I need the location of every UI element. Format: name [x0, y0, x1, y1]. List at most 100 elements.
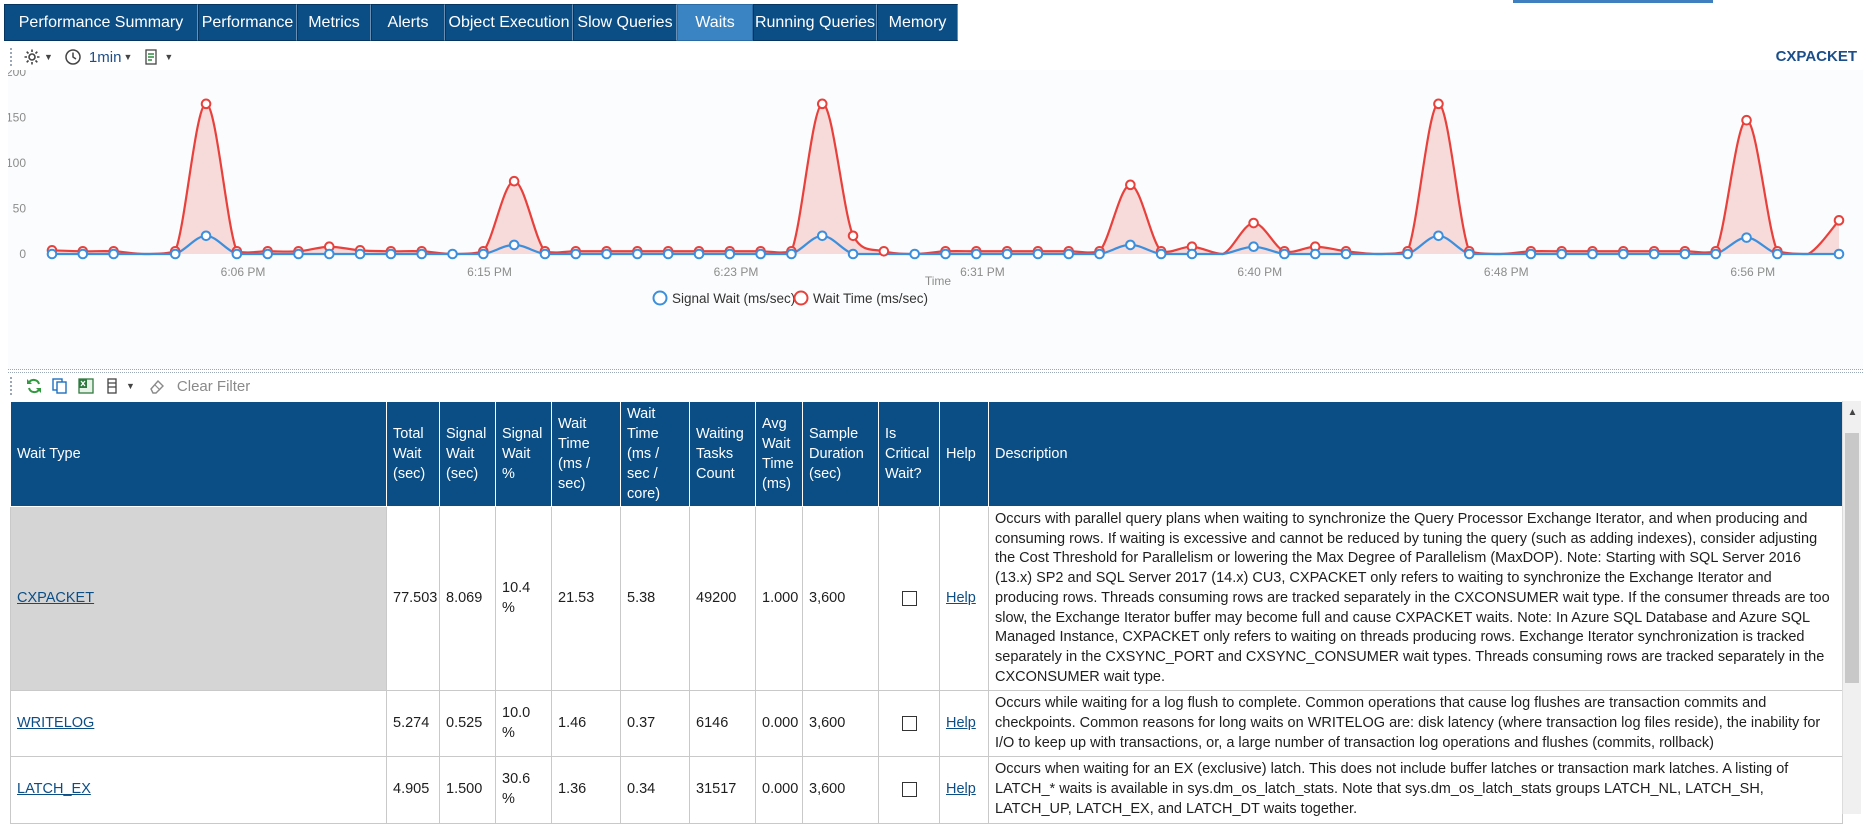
signal-wait-point[interactable]: [1186, 248, 1198, 260]
signal-wait-point[interactable]: [601, 248, 612, 260]
wait-type-cell[interactable]: CXPACKET: [10, 505, 387, 692]
signal-wait-point[interactable]: [724, 248, 736, 260]
excel-icon[interactable]: [76, 376, 96, 396]
wait-time-point[interactable]: [816, 98, 828, 110]
signal-wait-point[interactable]: [1094, 248, 1105, 260]
signal-wait-point[interactable]: [1463, 248, 1475, 260]
tab-slow-queries[interactable]: Slow Queries: [573, 4, 677, 41]
signal-wait-point[interactable]: [632, 248, 643, 260]
signal-wait-point[interactable]: [508, 239, 520, 251]
table-row[interactable]: CXPACKET 77.503 8.069 10.4 % 21.53 5.38 49200 1…: [10, 505, 1843, 692]
wait-time-point[interactable]: [1741, 114, 1752, 126]
wait-type-cell[interactable]: LATCH_EX: [10, 756, 387, 824]
signal-wait-point[interactable]: [909, 248, 920, 260]
wait-time-point[interactable]: [1248, 217, 1259, 229]
tab-object-execution[interactable]: Object Execution: [445, 4, 573, 41]
critical-checkbox[interactable]: [901, 716, 917, 732]
column-header-is-critical-wait[interactable]: Is Critical Wait?: [878, 401, 940, 507]
signal-wait-point[interactable]: [539, 248, 551, 260]
signal-wait-point[interactable]: [1525, 248, 1537, 260]
signal-wait-point[interactable]: [354, 248, 366, 260]
signal-wait-point[interactable]: [1618, 248, 1629, 260]
legend-signal-wait-marker[interactable]: [652, 290, 668, 306]
signal-wait-point[interactable]: [231, 248, 243, 260]
signal-wait-point[interactable]: [1063, 248, 1075, 260]
legend-signal-wait[interactable]: Signal Wait (ms/sec): [672, 291, 795, 306]
column-header-total-wait-sec[interactable]: Total Wait (sec): [386, 401, 440, 507]
signal-wait-point[interactable]: [570, 248, 582, 260]
signal-wait-point[interactable]: [385, 248, 397, 260]
interval-dropdown-caret[interactable]: ▼: [123, 52, 133, 62]
signal-wait-point[interactable]: [662, 248, 674, 260]
wait-type-cell[interactable]: WRITELOG: [10, 690, 387, 758]
wait-time-point[interactable]: [847, 230, 859, 242]
signal-wait-point[interactable]: [46, 248, 58, 260]
tab-performance[interactable]: Performance: [198, 4, 297, 41]
signal-wait-point[interactable]: [847, 248, 859, 260]
wait-type-link[interactable]: WRITELOG: [17, 715, 95, 732]
columns-dropdown-caret[interactable]: ▼: [126, 381, 135, 391]
table-row[interactable]: LATCH_EX 4.905 1.500 30.6 % 1.36 0.34 31517 0.0…: [10, 756, 1843, 824]
signal-wait-point[interactable]: [1309, 248, 1321, 260]
signal-wait-point[interactable]: [200, 230, 212, 242]
column-header-sample-duration-sec[interactable]: Sample Duration (sec): [802, 401, 879, 507]
column-header-wait-time-ms-sec-core[interactable]: Wait Time (ms / sec / core): [620, 401, 690, 507]
signal-wait-point[interactable]: [108, 248, 119, 260]
wait-time-point[interactable]: [1125, 179, 1136, 191]
wait-time-point[interactable]: [1433, 98, 1444, 110]
signal-wait-point[interactable]: [786, 248, 797, 260]
column-header-signal-wait-sec[interactable]: Signal Wait (sec): [439, 401, 496, 507]
signal-wait-point[interactable]: [1556, 248, 1568, 260]
signal-wait-point[interactable]: [1772, 248, 1783, 260]
signal-wait-point[interactable]: [1001, 248, 1013, 260]
scroll-thumb[interactable]: [1845, 433, 1859, 683]
help-link[interactable]: Help: [946, 781, 976, 798]
column-header-description[interactable]: Description: [988, 401, 1843, 507]
refresh-icon[interactable]: [24, 376, 44, 396]
wait-time-point[interactable]: [1833, 215, 1845, 226]
help-link[interactable]: Help: [946, 715, 976, 732]
signal-wait-point[interactable]: [77, 248, 89, 260]
wait-time-point[interactable]: [878, 245, 890, 257]
signal-wait-point[interactable]: [478, 248, 489, 260]
signal-wait-point[interactable]: [1125, 239, 1136, 251]
top-right-field[interactable]: [1513, 0, 1713, 3]
column-header-waiting-tasks-count[interactable]: Waiting Tasks Count: [689, 401, 756, 507]
column-header-help[interactable]: Help: [939, 401, 989, 507]
export-icon[interactable]: [142, 47, 162, 67]
critical-checkbox[interactable]: [901, 782, 917, 798]
clear-filter-button[interactable]: Clear Filter: [176, 377, 251, 395]
signal-wait-point[interactable]: [1402, 248, 1413, 260]
tab-memory[interactable]: Memory: [877, 4, 958, 41]
vertical-scrollbar[interactable]: ▲: [1842, 401, 1861, 814]
signal-wait-point[interactable]: [1433, 230, 1444, 242]
wait-type-link[interactable]: CXPACKET: [17, 589, 95, 606]
signal-wait-point[interactable]: [416, 248, 428, 260]
tab-running-queries[interactable]: Running Queries: [753, 4, 877, 41]
tab-metrics[interactable]: Metrics: [297, 4, 371, 41]
wait-time-point[interactable]: [200, 98, 212, 110]
legend-wait-time-marker[interactable]: [793, 290, 809, 306]
signal-wait-point[interactable]: [447, 248, 458, 260]
signal-wait-point[interactable]: [1248, 241, 1259, 253]
signal-wait-point[interactable]: [1710, 248, 1722, 260]
clock-icon[interactable]: [63, 47, 83, 67]
help-link[interactable]: Help: [946, 589, 976, 606]
signal-wait-point[interactable]: [1587, 248, 1598, 260]
toolbar-grip[interactable]: [10, 48, 14, 66]
tab-waits[interactable]: Waits: [677, 4, 753, 41]
signal-wait-point[interactable]: [755, 248, 766, 260]
critical-checkbox[interactable]: [901, 591, 917, 607]
signal-wait-point[interactable]: [1741, 232, 1752, 243]
signal-wait-point[interactable]: [262, 248, 273, 260]
interval-selector[interactable]: 1min: [88, 48, 122, 66]
copy-icon[interactable]: [50, 376, 70, 396]
table-row[interactable]: WRITELOG 5.274 0.525 10.0 % 1.46 0.37 6146 0.00…: [10, 690, 1843, 758]
signal-wait-point[interactable]: [1279, 248, 1290, 260]
columns-icon[interactable]: [102, 376, 122, 396]
signal-wait-point[interactable]: [1648, 248, 1660, 260]
signal-wait-point[interactable]: [1340, 248, 1352, 260]
settings-dropdown-caret[interactable]: ▼: [44, 52, 53, 62]
eraser-icon[interactable]: [147, 376, 167, 396]
column-header-wait-type[interactable]: Wait Type: [10, 401, 387, 507]
